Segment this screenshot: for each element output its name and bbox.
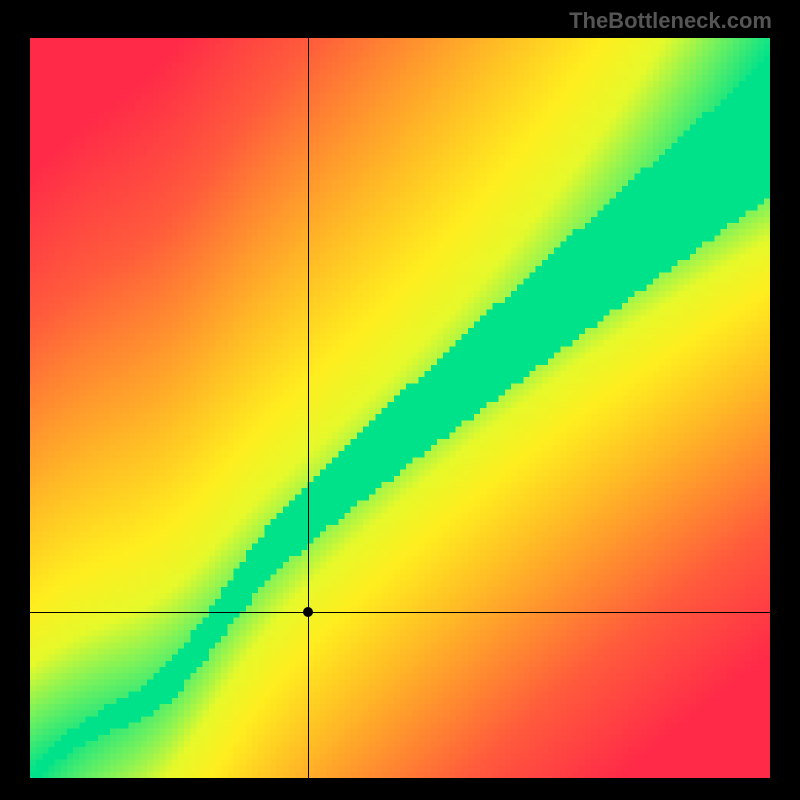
heatmap-plot xyxy=(30,38,770,778)
crosshair-vertical xyxy=(308,38,309,778)
heatmap-canvas xyxy=(30,38,770,778)
marker-dot xyxy=(303,607,313,617)
watermark-text: TheBottleneck.com xyxy=(569,8,772,34)
crosshair-horizontal xyxy=(30,612,770,613)
